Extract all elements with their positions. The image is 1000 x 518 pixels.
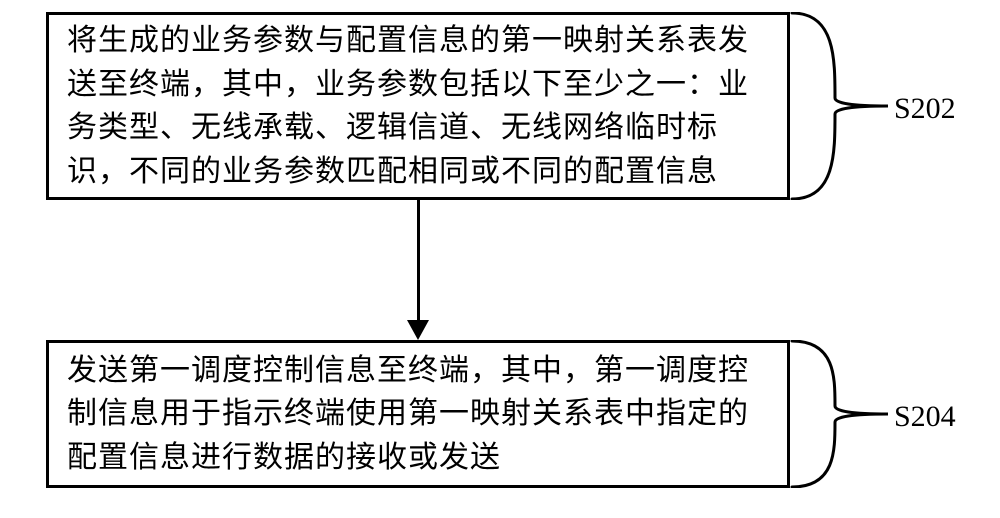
brace-step-1	[790, 12, 890, 200]
flowchart-arrow-head-icon	[407, 320, 429, 340]
flowchart-box-step-1: 将生成的业务参数与配置信息的第一映射关系表发送至终端，其中，业务参数包括以下至少…	[46, 12, 790, 200]
flowchart-box-step-2-text: 发送第一调度控制信息至终端，其中，第一调度控制信息用于指示终端使用第一映射关系表…	[49, 343, 787, 486]
flowchart-canvas: 将生成的业务参数与配置信息的第一映射关系表发送至终端，其中，业务参数包括以下至少…	[0, 0, 1000, 518]
flowchart-box-step-2: 发送第一调度控制信息至终端，其中，第一调度控制信息用于指示终端使用第一映射关系表…	[46, 340, 790, 488]
brace-step-2	[790, 340, 890, 488]
flowchart-box-step-1-text: 将生成的业务参数与配置信息的第一映射关系表发送至终端，其中，业务参数包括以下至少…	[49, 13, 787, 199]
step-label-s204: S204	[894, 400, 956, 434]
step-label-s202: S202	[894, 92, 956, 126]
flowchart-arrow-line	[417, 200, 420, 320]
